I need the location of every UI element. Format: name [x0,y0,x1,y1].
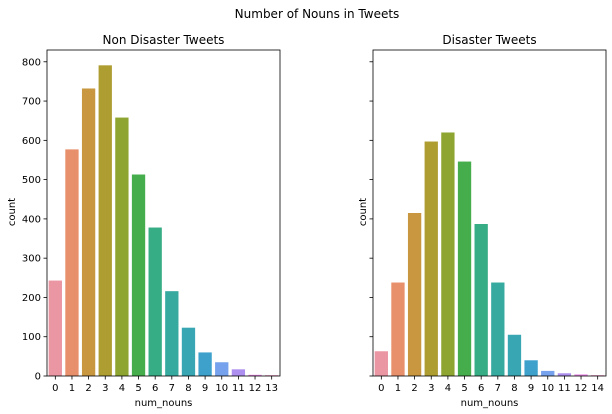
bar-5 [457,161,472,376]
x-tick-label-13: 13 [265,383,278,394]
x-tick-label-1: 1 [69,383,75,394]
x-tick-label-6: 6 [478,383,484,394]
y-axis-label-right: count [358,198,369,226]
bar-4 [441,132,455,376]
bars-group [48,65,279,377]
bar-0 [374,351,388,376]
x-tick-label-2: 2 [411,383,417,394]
y-tick-label-600: 600 [22,136,41,147]
y-tick-label-400: 400 [22,214,41,225]
figure-title: Number of Nouns in Tweets [235,7,400,21]
y-axis-label-left: count [7,198,18,226]
bar-12 [574,374,588,376]
subplot-title-right: Disaster Tweets [442,33,536,47]
x-tick-label-1: 1 [395,383,401,394]
x-tick-label-9: 9 [202,383,208,394]
x-tick-label-3: 3 [102,383,108,394]
bar-3 [424,141,438,376]
bar-6 [474,224,488,376]
bar-11 [231,369,246,376]
x-tick-label-4: 4 [119,383,125,394]
bar-8 [181,327,196,376]
axes-frame [46,49,281,377]
y-tick-label-300: 300 [22,254,41,265]
x-tick-label-0: 0 [378,383,384,394]
left-subplot-non-disaster: Non Disaster Tweets num_nouns count 0100… [7,33,281,409]
x-tick-label-2: 2 [85,383,91,394]
x-tick-label-10: 10 [541,383,554,394]
x-tick-label-5: 5 [461,383,467,394]
bar-1 [391,282,405,376]
x-tick-label-12: 12 [249,383,262,394]
x-tick-label-10: 10 [215,383,228,394]
x-tick-label-3: 3 [428,383,434,394]
x-tick-label-11: 11 [558,383,571,394]
bar-6 [148,227,162,376]
x-tick-label-0: 0 [52,383,58,394]
x-tick-label-4: 4 [445,383,451,394]
y-tick-label-500: 500 [22,175,41,186]
bar-0 [48,280,62,376]
x-tick-label-9: 9 [528,383,534,394]
bar-2 [81,88,96,377]
bar-10 [215,362,229,376]
x-tick-label-7: 7 [169,383,175,394]
y-tick-label-200: 200 [22,293,41,304]
x-tick-label-8: 8 [511,383,517,394]
bar-4 [115,117,129,376]
x-tick-label-6: 6 [152,383,158,394]
x-tick-label-12: 12 [575,383,588,394]
bar-7 [165,291,179,376]
bar-11 [557,373,572,376]
x-axis-label-right: num_nouns [461,398,519,409]
y-tick-label-700: 700 [22,97,41,108]
bar-2 [407,213,422,376]
y-tick-label-100: 100 [22,332,41,343]
bar-9 [198,352,212,376]
subplot-title-left: Non Disaster Tweets [103,33,225,47]
x-tick-label-7: 7 [495,383,501,394]
bar-10 [541,370,555,376]
y-tick-label-0: 0 [35,372,41,383]
bar-9 [524,360,538,376]
bar-12 [248,374,262,376]
x-tick-label-14: 14 [591,383,604,394]
bars-group [374,132,605,376]
x-tick-label-8: 8 [185,383,191,394]
bar-7 [491,282,505,376]
y-tick-label-800: 800 [22,57,41,68]
x-axis-label-left: num_nouns [135,398,193,409]
bar-8 [507,334,522,376]
axes-frame [372,49,607,377]
bar-3 [98,65,112,376]
x-tick-label-11: 11 [232,383,245,394]
bar-5 [131,174,146,376]
bar-1 [65,149,79,376]
x-tick-label-5: 5 [135,383,141,394]
